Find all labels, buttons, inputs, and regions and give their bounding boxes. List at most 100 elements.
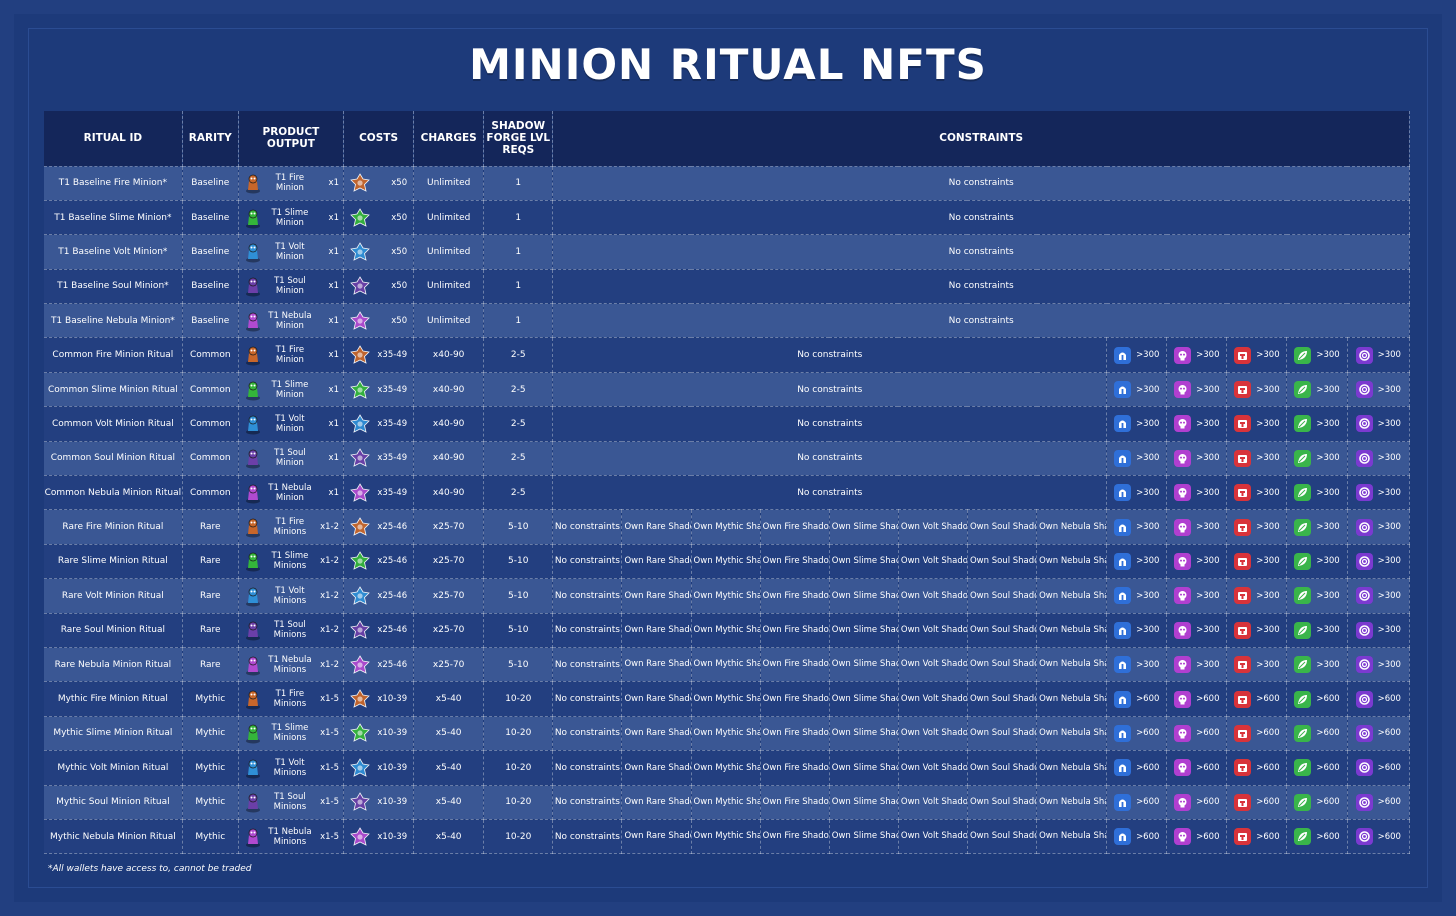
helmet-icon [1114,724,1132,742]
charges-cell: x5-40 [413,750,485,786]
resource-threshold: >300 [1136,522,1160,533]
cost-cell: x35-49 [343,337,415,373]
product-quantity: x1 [328,418,339,429]
leaf-icon [1294,621,1312,639]
shadowcorn-constraint-cell: Own Fire Shadowcorn [760,613,830,648]
minion-icon [243,413,263,435]
shadowcorn-constraint-cell: Own Mythic Shadowcorn [691,544,761,580]
table-row: T1 Baseline Soul Minion* Baseline T1 Soul … [44,269,1410,305]
cost-cell: x50 [343,234,415,270]
leaf-icon [1294,518,1312,536]
minion-icon [243,722,263,744]
cost-cell: x25-46 [343,647,415,683]
resource-constraint-cell: >300 [1106,441,1168,477]
product-quantity: x1 [328,350,339,361]
header-ritual-id: RITUAL ID [44,111,183,167]
product-quantity: x1 [328,212,339,223]
resource-threshold: >600 [1256,797,1280,808]
rarity-cell: Rare [182,613,239,648]
swirl-icon [1355,587,1373,605]
cost-amount: x50 [391,212,408,223]
shadowcorn-constraint-cell: Own Nebula Shadowcorn [1036,750,1108,786]
shadow-forge-lvl-cell: 1 [483,200,554,236]
helmet-icon [1114,346,1132,364]
rarity-cell: Mythic [182,785,239,820]
swirl-icon [1355,724,1373,742]
table-row: Mythic Soul Minion Ritual Mythic T1 Soul M… [44,785,1411,820]
product-name: T1 Slime Minion [271,207,309,228]
product-name: T1 Soul Minions [273,792,307,813]
product-output-cell: T1 Soul Minion x1 [238,441,345,477]
swirl-icon [1355,381,1373,399]
charges-cell: x25-70 [413,647,485,683]
skull-icon [1174,552,1192,570]
product-quantity: x1 [328,453,339,464]
resource-threshold: >300 [1316,590,1340,601]
product-name: T1 Slime Minions [271,723,309,744]
cost-cell: x10-39 [343,750,415,786]
resource-constraint-cell: >300 [1226,613,1288,648]
table-row: T1 Baseline Slime Minion* Baseline T1 Slim… [44,200,1410,236]
essence-icon [350,586,370,606]
resource-constraint-cell: >300 [1286,613,1348,648]
shadowcorn-constraint-cell: Own Nebula Shadowcorn [1036,647,1108,683]
leaf-icon [1294,656,1312,674]
cost-cell: x50 [343,269,415,305]
resource-threshold: >600 [1136,762,1160,773]
shadowcorn-constraint-cell: Own Slime Shadowcorn [829,613,899,648]
shadowcorn-constraint-cell: Own Slime Shadowcorn [829,819,899,855]
table-row: Rare Volt Minion Ritual Rare T1 Volt Minio… [44,578,1411,614]
charges-cell: x5-40 [413,819,485,855]
product-output-cell: T1 Slime Minions x1-5 [238,716,345,752]
cost-amount: x25-46 [377,659,408,670]
rarity-cell: Common [182,406,239,442]
ritual-id-cell: T1 Baseline Soul Minion* [44,269,183,305]
resource-constraint-cell: >300 [1106,509,1168,545]
cost-amount: x50 [391,178,408,189]
swirl-icon [1355,793,1373,811]
ritual-id-cell: Common Volt Minion Ritual [44,406,183,442]
essence-icon [350,792,370,812]
resource-threshold: >300 [1377,453,1401,464]
ritual-id-cell: Rare Nebula Minion Ritual [44,647,183,683]
product-output-cell: T1 Fire Minion x1 [238,166,345,201]
header-shadow-forge-lvl: SHADOW FORGE LVL REQS [483,111,554,167]
product-quantity: x1-2 [320,659,339,670]
resource-threshold: >600 [1256,762,1280,773]
minion-icon [243,791,263,813]
cost-amount: x35-49 [377,418,408,429]
table-row: Mythic Slime Minion Ritual Mythic T1 Slime… [44,716,1411,752]
ritual-id-cell: T1 Baseline Slime Minion* [44,200,183,236]
shadow-forge-lvl-cell: 1 [483,269,554,305]
constraint-cell: No constraints [552,337,1108,373]
resource-threshold: >300 [1196,418,1220,429]
resource-constraint-cell: >300 [1106,647,1168,683]
shadowcorn-constraint-cell: Own Rare Shadowcorn [621,578,692,614]
shadow-forge-lvl-cell: 1 [483,166,554,201]
charges-cell: x40-90 [413,406,485,442]
charges-cell: x40-90 [413,475,485,511]
shadowcorn-constraint-cell: Own Nebula Shadowcorn [1036,578,1108,614]
resource-constraint-cell: >300 [1166,441,1228,477]
resource-threshold: >600 [1136,831,1160,842]
shadowcorn-constraint-cell: Own Volt Shadowcorn [898,578,968,614]
resource-threshold: >600 [1377,762,1401,773]
shadowcorn-constraint-cell: Own Soul Shadowcorn [967,613,1038,648]
shadow-forge-lvl-cell: 5-10 [483,647,554,683]
swirl-icon [1355,690,1373,708]
resource-constraint-cell: >300 [1166,509,1228,545]
helmet-icon [1114,656,1132,674]
resource-threshold: >300 [1256,590,1280,601]
constraint-cell: No constraints [552,819,623,855]
skull-icon [1174,656,1192,674]
shadow-forge-lvl-cell: 1 [483,234,554,270]
resource-threshold: >300 [1316,350,1340,361]
resource-threshold: >300 [1196,522,1220,533]
ritual-id-cell: Rare Soul Minion Ritual [44,613,183,648]
shadowcorn-constraint-cell: Own Volt Shadowcorn [898,544,968,580]
leaf-icon [1294,415,1312,433]
shadowcorn-constraint-cell: Own Mythic Shadowcorn [691,716,761,752]
resource-constraint-cell: >600 [1347,681,1411,717]
chest-icon [1234,484,1252,502]
shadowcorn-constraint-cell: Own Slime Shadowcorn [829,509,899,545]
